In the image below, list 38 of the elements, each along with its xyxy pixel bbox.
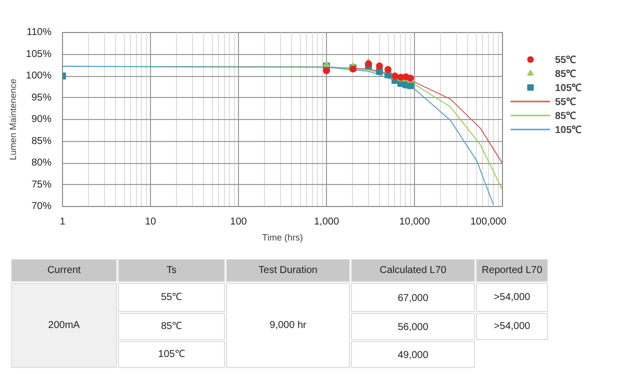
legend-label: 55℃ [555, 54, 576, 66]
y-tick-label: 75% [31, 179, 52, 190]
y-axis-title: Lumen Maintenence [8, 78, 18, 160]
legend-label: 85℃ [555, 68, 576, 80]
x-tick-label: 1,000 [314, 216, 340, 228]
x-tick-label: 100 [230, 216, 248, 228]
x-tick-label: 100,000 [470, 216, 507, 228]
x-tick-label: 10 [144, 216, 156, 228]
text: 49,000 [398, 350, 429, 361]
x-tick-label: 10,000 [399, 216, 430, 228]
y-tick-label: 105% [26, 48, 52, 60]
text: 67,000 [398, 293, 429, 304]
text: Reported L70 [482, 265, 543, 276]
y-tick-label: 100% [26, 70, 52, 82]
y-tick-label: 110% [26, 27, 52, 38]
y-tick-label: 70% [31, 201, 52, 212]
text: 9,000 hr [270, 320, 308, 331]
legend-label: 85℃ [555, 110, 576, 122]
y-tick-label: 80% [31, 158, 52, 168]
legend-label: 55℃ [555, 96, 576, 108]
x-tick-label: 1 [60, 216, 66, 228]
text: Current [47, 265, 81, 276]
y-tick-label: 90% [31, 114, 52, 125]
text: 85℃ [160, 321, 182, 332]
text: Test Duration [258, 265, 318, 276]
text: 55℃ [160, 292, 182, 303]
text: 200mA [48, 320, 80, 331]
y-tick-label: 85% [31, 136, 52, 147]
text: Ts [166, 265, 176, 276]
x-axis-title: Time (hrs) [262, 232, 303, 242]
legend-label: 105℃ [555, 124, 582, 136]
text: >54,000 [494, 321, 531, 332]
legend-label: 105℃ [555, 82, 582, 94]
text: Calculated L70 [380, 265, 447, 276]
text: >54,000 [494, 292, 531, 303]
y-tick-label: 95% [31, 92, 52, 104]
text: 56,000 [398, 322, 429, 333]
text: 105℃ [158, 349, 185, 360]
